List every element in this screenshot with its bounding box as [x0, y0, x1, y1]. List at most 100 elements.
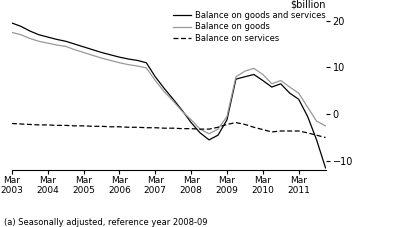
Balance on goods: [323, 124, 328, 127]
Balance on services: [278, 130, 283, 132]
Balance on services: [260, 128, 265, 131]
Balance on goods: [260, 73, 265, 76]
Balance on goods and services: [162, 87, 167, 90]
Balance on services: [99, 125, 104, 128]
Balance on goods: [296, 92, 301, 94]
Line: Balance on services: Balance on services: [12, 123, 326, 138]
Balance on services: [296, 130, 301, 132]
Balance on goods and services: [45, 36, 50, 38]
Balance on goods: [135, 65, 140, 67]
Balance on goods and services: [225, 118, 229, 121]
Balance on goods: [63, 45, 68, 48]
Balance on goods and services: [207, 138, 212, 141]
Balance on services: [314, 134, 319, 137]
Balance on services: [54, 124, 59, 127]
Balance on services: [72, 124, 77, 127]
Balance on goods: [278, 79, 283, 82]
Balance on goods: [37, 40, 41, 43]
Balance on goods and services: [54, 38, 59, 41]
Balance on goods and services: [108, 53, 113, 56]
Balance on goods: [45, 42, 50, 44]
Balance on goods: [108, 59, 113, 62]
Balance on goods: [225, 115, 229, 118]
Balance on goods and services: [233, 78, 238, 81]
Balance on goods and services: [287, 92, 292, 94]
Balance on goods: [216, 128, 220, 131]
Balance on services: [81, 124, 86, 127]
Balance on goods: [27, 37, 32, 40]
Balance on goods and services: [126, 58, 131, 60]
Text: $billion: $billion: [290, 0, 326, 10]
Balance on goods: [54, 44, 59, 46]
Balance on services: [207, 128, 212, 131]
Balance on goods and services: [37, 33, 41, 36]
Line: Balance on goods: Balance on goods: [12, 32, 326, 134]
Balance on goods: [126, 63, 131, 66]
Balance on services: [135, 126, 140, 129]
Balance on goods: [314, 120, 319, 123]
Balance on goods and services: [27, 30, 32, 32]
Balance on goods and services: [260, 79, 265, 82]
Balance on services: [198, 128, 202, 131]
Balance on goods and services: [81, 45, 86, 48]
Balance on goods and services: [278, 82, 283, 85]
Balance on goods and services: [63, 40, 68, 43]
Balance on goods and services: [144, 61, 149, 64]
Balance on goods and services: [171, 98, 175, 101]
Balance on goods and services: [251, 73, 256, 76]
Balance on goods: [198, 128, 202, 131]
Balance on services: [189, 127, 193, 130]
Balance on goods: [10, 31, 14, 34]
Balance on goods and services: [314, 138, 319, 141]
Balance on services: [171, 127, 175, 130]
Balance on services: [144, 126, 149, 129]
Balance on goods: [270, 82, 274, 85]
Balance on goods and services: [198, 131, 202, 134]
Balance on goods: [305, 106, 310, 109]
Balance on goods: [180, 110, 185, 113]
Balance on services: [153, 126, 158, 129]
Balance on goods: [81, 51, 86, 54]
Balance on goods: [99, 57, 104, 59]
Balance on services: [323, 136, 328, 139]
Balance on services: [19, 123, 23, 125]
Balance on goods: [189, 118, 193, 121]
Balance on services: [270, 131, 274, 133]
Balance on services: [63, 124, 68, 127]
Balance on services: [233, 121, 238, 124]
Balance on services: [37, 123, 41, 126]
Balance on goods and services: [243, 75, 247, 78]
Balance on goods and services: [117, 56, 122, 59]
Balance on goods and services: [90, 48, 95, 51]
Balance on services: [251, 126, 256, 129]
Balance on goods: [207, 132, 212, 135]
Balance on goods and services: [270, 86, 274, 89]
Balance on goods and services: [189, 121, 193, 124]
Balance on goods and services: [216, 134, 220, 137]
Balance on goods and services: [180, 109, 185, 112]
Balance on goods: [153, 79, 158, 82]
Legend: Balance on goods and services, Balance on goods, Balance on services: Balance on goods and services, Balance o…: [173, 11, 326, 42]
Balance on services: [27, 123, 32, 126]
Balance on goods: [117, 61, 122, 64]
Text: (a) Seasonally adjusted, reference year 2008-09: (a) Seasonally adjusted, reference year …: [4, 218, 208, 227]
Balance on goods and services: [296, 98, 301, 101]
Balance on goods: [19, 33, 23, 36]
Balance on goods: [90, 54, 95, 57]
Balance on goods and services: [135, 59, 140, 62]
Balance on services: [126, 126, 131, 129]
Balance on goods and services: [10, 22, 14, 24]
Balance on services: [180, 127, 185, 130]
Balance on services: [45, 123, 50, 126]
Balance on goods: [243, 70, 247, 73]
Line: Balance on goods and services: Balance on goods and services: [12, 23, 326, 168]
Balance on goods and services: [99, 51, 104, 54]
Balance on goods: [162, 90, 167, 93]
Balance on services: [243, 123, 247, 126]
Balance on goods and services: [72, 43, 77, 45]
Balance on services: [108, 126, 113, 128]
Balance on goods: [171, 100, 175, 102]
Balance on goods: [72, 48, 77, 51]
Balance on goods and services: [19, 25, 23, 28]
Balance on services: [305, 131, 310, 134]
